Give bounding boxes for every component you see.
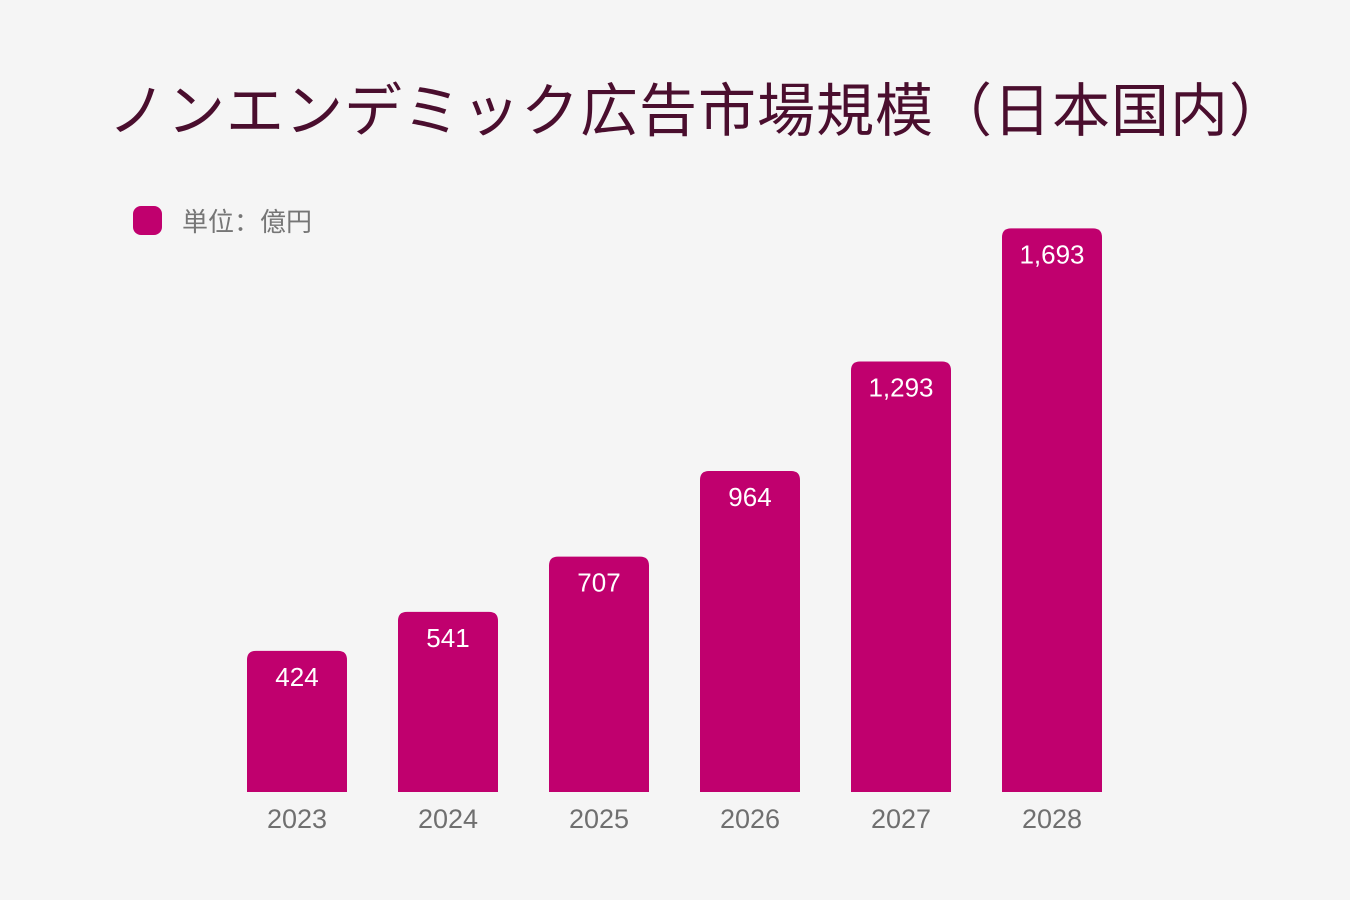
bar-value-label: 1,693 — [1019, 239, 1084, 269]
bars-layer — [247, 228, 1102, 793]
x-tick-label: 2023 — [267, 804, 327, 834]
bar-2024 — [398, 611, 498, 792]
bar-2027 — [851, 361, 951, 792]
legend: 単位：億円 — [133, 203, 313, 238]
legend-label: 単位：億円 — [182, 207, 313, 238]
bar-2026 — [700, 471, 800, 792]
x-tick-label: 2024 — [418, 804, 478, 834]
bar-value-label: 541 — [426, 623, 469, 653]
x-tick-label: 2027 — [871, 804, 931, 834]
bar-value-label: 424 — [275, 662, 318, 692]
bar-2023 — [247, 650, 347, 792]
value-labels-layer: 424 541 707 964 1,293 1,693 — [275, 239, 1084, 692]
x-tick-label: 2026 — [720, 804, 780, 834]
bar-value-label: 707 — [577, 568, 620, 598]
x-tick-label: 2028 — [1022, 804, 1082, 834]
bar-value-label: 964 — [728, 482, 771, 512]
bar-2028 — [1002, 228, 1102, 793]
bar-value-label: 1,293 — [868, 373, 933, 403]
bar-2025 — [549, 556, 649, 792]
legend-swatch — [133, 205, 162, 235]
x-tick-label: 2025 — [569, 804, 629, 834]
chart-title: ノンエンデミック広告市場規模（日本国内） — [108, 77, 1289, 145]
x-axis-tick-labels: 2023 2024 2025 2026 2027 2028 — [267, 804, 1082, 834]
